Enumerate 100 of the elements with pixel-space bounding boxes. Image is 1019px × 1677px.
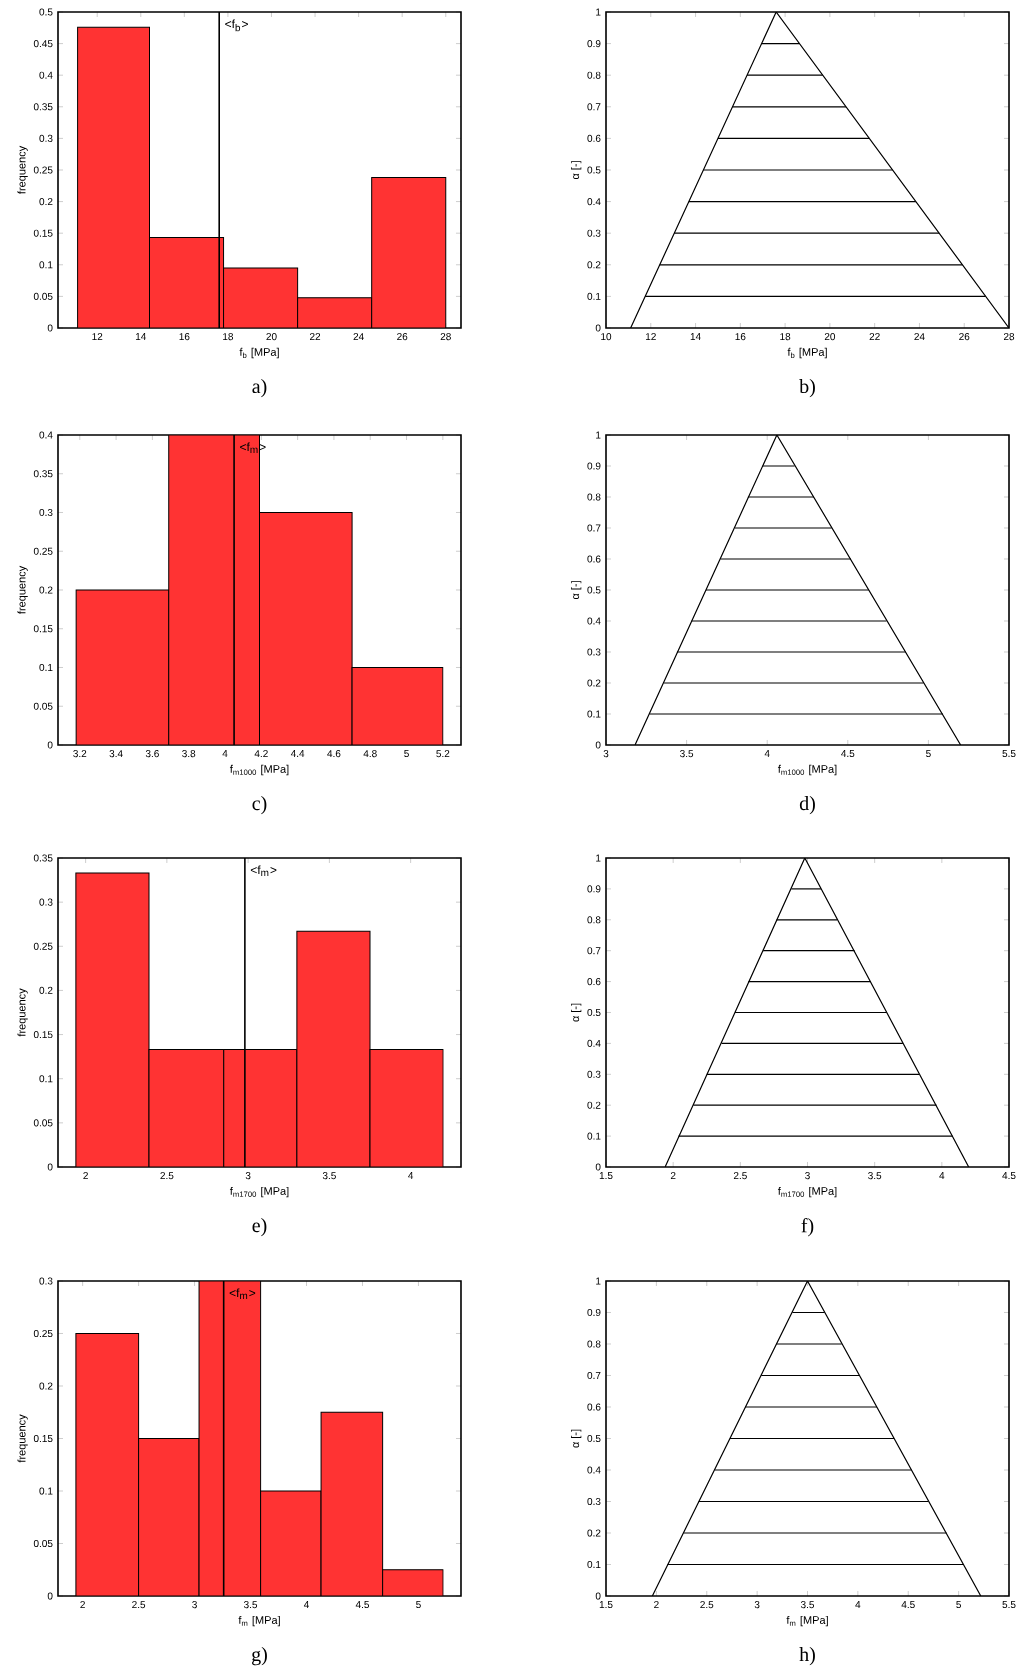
text: h) <box>799 1647 815 1666</box>
y-tick-label: 0.2 <box>587 1101 601 1109</box>
text: g) <box>252 1647 267 1666</box>
x-tick-label: 2.5 <box>700 1601 714 1609</box>
y-tick-label: 0.3 <box>587 1497 601 1506</box>
y-tick-label: 0.2 <box>587 261 601 269</box>
y-tick-label: 0.2 <box>39 1382 53 1390</box>
y-axis-title: frequency <box>17 145 28 194</box>
y-tick-label: 0.1 <box>39 1487 53 1495</box>
text: c) <box>252 796 267 815</box>
x-tick-label: 12 <box>645 333 656 341</box>
text: b) <box>799 379 815 398</box>
x-axis-title: f$_{m1000}$ [MPa] <box>777 764 837 776</box>
y-tick-label: 0.2 <box>39 198 53 206</box>
x-tick-label: 4 <box>764 750 770 757</box>
y-tick-label: 0.1 <box>587 1560 601 1569</box>
x-tick-label: 26 <box>959 333 970 341</box>
x-tick-label: 4.5 <box>355 1601 370 1609</box>
x-axis-title: f$_{m1700}$ [MPa] <box>777 1186 837 1198</box>
x-tick-label: 3 <box>192 1601 197 1609</box>
y-tick-label: 0 <box>47 324 53 332</box>
x-tick-label: 5.5 <box>1002 1601 1016 1609</box>
y-tick-label: 0 <box>595 324 601 332</box>
y-axis-title: α [-] <box>571 1429 582 1448</box>
y-tick-label: 0.7 <box>587 947 601 955</box>
ref-line-label: <f$_{m}$> <box>240 442 266 454</box>
text: e) <box>252 1218 267 1237</box>
y-tick-label: 0.1 <box>587 710 601 718</box>
y-tick-label: 0.7 <box>587 1371 601 1380</box>
x-tick-label: 4.2 <box>254 750 268 758</box>
y-tick-label: 0.9 <box>587 1308 601 1317</box>
y-tick-label: 0.1 <box>587 292 601 300</box>
y-tick-label: 0.15 <box>33 1434 53 1443</box>
y-tick-label: 0.15 <box>33 229 53 237</box>
y-tick-label: 0.1 <box>39 261 53 269</box>
x-tick-label: 10 <box>601 333 612 341</box>
y-tick-label: 1 <box>596 854 601 862</box>
y-tick-label: 0.9 <box>587 885 601 893</box>
ref-line-label: <f$_{m}$> <box>229 1288 256 1300</box>
y-tick-label: 0.3 <box>39 898 53 906</box>
x-tick-label: 24 <box>914 333 925 341</box>
y-tick-label: 0.6 <box>587 978 601 986</box>
y-tick-label: 0.8 <box>587 493 601 501</box>
y-tick-label: 0.3 <box>39 134 53 142</box>
x-axis-title: f$_{m1700}$ [MPa] <box>229 1186 289 1198</box>
x-tick-label: 4.5 <box>1002 1172 1016 1180</box>
x-tick-label: 4 <box>939 1172 945 1179</box>
y-tick-label: 0.25 <box>33 166 53 174</box>
y-axis-title: α [-] <box>571 581 582 600</box>
x-tick-label: 4.5 <box>841 750 855 758</box>
x-tick-label: 3.6 <box>145 750 159 758</box>
x-tick-label: 14 <box>690 333 701 340</box>
y-tick-label: 0.35 <box>33 470 53 478</box>
y-tick-label: 0.6 <box>587 1403 601 1411</box>
x-tick-label: 3.2 <box>73 750 87 758</box>
x-tick-label: 5.5 <box>1002 750 1016 758</box>
y-tick-label: 0.5 <box>587 586 601 594</box>
y-axis-title: α [-] <box>571 1003 582 1022</box>
y-tick-label: 0.05 <box>33 702 53 710</box>
x-tick-label: 3.4 <box>109 750 123 758</box>
y-tick-label: 1 <box>596 8 601 16</box>
x-tick-label: 3 <box>754 1601 760 1609</box>
y-tick-label: 0.6 <box>587 134 601 142</box>
y-tick-label: 0.1 <box>39 663 53 672</box>
ref-line-label: <f$_{m}$> <box>250 865 277 877</box>
x-tick-label: 5 <box>956 1601 961 1609</box>
x-tick-label: 3.5 <box>800 1601 815 1609</box>
x-tick-label: 1.5 <box>599 1601 613 1609</box>
y-tick-label: 0.1 <box>587 1132 601 1140</box>
y-tick-label: 0.2 <box>39 986 53 994</box>
x-axis-title: f$_{b}$ [MPa] <box>239 347 279 359</box>
y-axis-title: α [-] <box>571 161 582 180</box>
x-axis-title: f$_{m1000}$ [MPa] <box>229 764 289 776</box>
y-axis-title: frequency <box>17 988 28 1037</box>
x-tick-label: 18 <box>780 333 791 341</box>
y-tick-label: 0.4 <box>39 71 53 79</box>
x-tick-label: 5 <box>416 1601 421 1609</box>
y-tick-label: 0.25 <box>33 942 53 950</box>
y-tick-label: 0.45 <box>33 40 53 48</box>
y-tick-label: 0.4 <box>587 617 601 625</box>
y-tick-label: 0.3 <box>587 648 601 656</box>
y-tick-label: 0.35 <box>33 103 53 111</box>
x-tick-label: 5 <box>404 750 409 758</box>
x-tick-label: 28 <box>440 333 451 341</box>
y-tick-label: 1 <box>596 1277 601 1285</box>
y-tick-label: 0 <box>595 1592 601 1600</box>
y-tick-label: 0.05 <box>33 292 53 300</box>
y-tick-label: 0.8 <box>587 916 601 924</box>
y-tick-label: 0.4 <box>587 1466 601 1474</box>
y-tick-label: 0.1 <box>39 1075 53 1083</box>
y-tick-label: 0.6 <box>587 555 601 563</box>
x-tick-label: 2.5 <box>132 1601 146 1609</box>
y-tick-label: 0 <box>47 1592 53 1600</box>
x-tick-label: 18 <box>223 333 234 341</box>
text: d) <box>799 796 815 815</box>
y-tick-label: 0.4 <box>587 198 601 206</box>
x-tick-label: 24 <box>353 333 364 341</box>
x-tick-label: 3.5 <box>243 1601 258 1609</box>
x-tick-label: 2 <box>654 1601 659 1609</box>
y-tick-label: 0.2 <box>587 679 601 687</box>
